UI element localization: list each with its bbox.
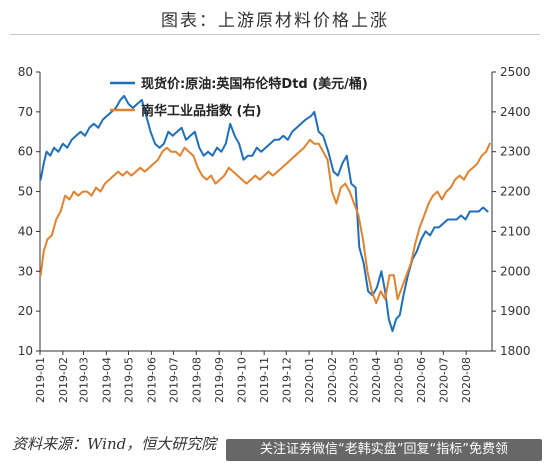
y-tick-label: 60 xyxy=(18,145,33,159)
y-tick-label: 50 xyxy=(18,185,33,199)
legend-item-brent-label: 现货价:原油:英国布伦特Dtd (美元/桶) xyxy=(141,76,368,92)
x-tick-label: 2019-08 xyxy=(190,357,203,403)
y-tick-label: 20 xyxy=(18,304,33,318)
x-tick-label: 2020-07 xyxy=(437,357,450,403)
x-tick-label: 2020-04 xyxy=(370,357,383,403)
x-tick-label: 2020-01 xyxy=(303,357,316,403)
y2-tick-label: 2400 xyxy=(500,105,531,119)
y-tick-label: 10 xyxy=(18,344,33,358)
y2-tick-label: 2300 xyxy=(500,145,531,159)
watermark-banner: 关注证券微信“老韩实盘”回复“指标”免费领 xyxy=(226,439,542,461)
x-tick-label: 2020-05 xyxy=(392,357,405,403)
x-tick-label: 2020-03 xyxy=(347,357,360,403)
y2-tick-label: 2200 xyxy=(500,185,531,199)
x-tick-label: 2019-04 xyxy=(100,357,113,403)
x-tick-label: 2019-03 xyxy=(78,357,91,403)
x-tick-label: 2019-11 xyxy=(258,357,271,403)
axis-layer: 10 20 30 40 50 60 70 80 1800 1900 2000 2100 2200 2300… xyxy=(18,65,531,403)
y2-tick-label: 1800 xyxy=(500,344,531,358)
x-tick-label: 2019-07 xyxy=(168,357,181,403)
y2-tick-label: 2500 xyxy=(500,65,531,79)
x-tick-label: 2019-12 xyxy=(280,357,293,403)
title-divider xyxy=(10,34,540,35)
series-line-nanhua xyxy=(39,138,491,305)
plot-frame xyxy=(39,72,493,352)
legend: 现货价:原油:英国布伦特Dtd (美元/桶) 南华工业品指数 (右) xyxy=(110,76,368,119)
x-tick-label: 2019-01 xyxy=(34,357,47,403)
x-tick-label: 2020-06 xyxy=(415,357,428,403)
x-tick-label: 2019-09 xyxy=(213,357,226,403)
y-tick-label: 70 xyxy=(18,105,33,119)
x-tick-label: 2019-10 xyxy=(235,357,248,403)
series-layer xyxy=(39,94,491,333)
y-tick-label: 80 xyxy=(18,65,33,79)
legend-item-nanhua-label: 南华工业品指数 (右) xyxy=(141,103,261,119)
x-tick-label: 2019-02 xyxy=(57,357,70,403)
page-title: 图表：上游原材料价格上涨 xyxy=(161,11,389,31)
x-tick-label: 2019-06 xyxy=(145,357,158,403)
series-line-brent xyxy=(39,94,489,333)
y-tick-label: 40 xyxy=(18,224,33,238)
x-tick-label: 2020-02 xyxy=(326,357,339,403)
x-tick-label: 2020-08 xyxy=(460,357,473,403)
y2-tick-label: 1900 xyxy=(500,304,531,318)
y2-tick-label: 2000 xyxy=(500,264,531,278)
source-note: 资料来源：Wind，恒大研究院 xyxy=(12,435,217,453)
y-tick-label: 30 xyxy=(18,264,33,278)
y2-tick-label: 2100 xyxy=(500,224,531,238)
x-tick-label: 2019-05 xyxy=(123,357,136,403)
